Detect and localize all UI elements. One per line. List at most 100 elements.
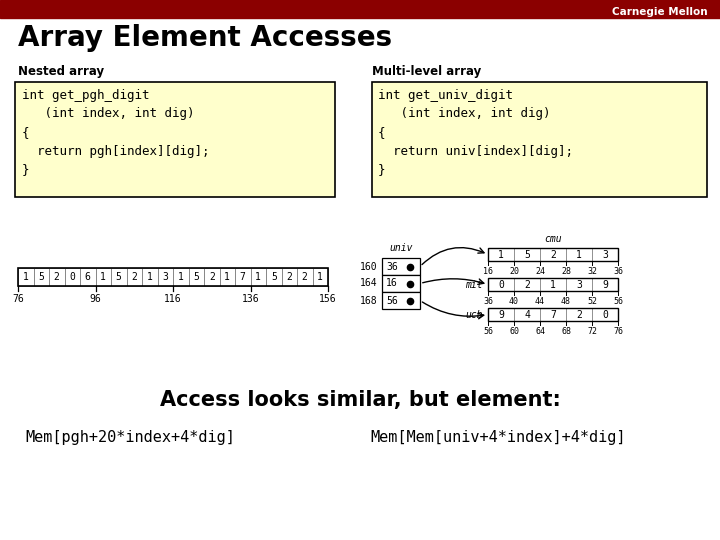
- Bar: [592, 308, 618, 321]
- Bar: [382, 258, 420, 275]
- Bar: [312, 268, 328, 286]
- Text: 72: 72: [587, 327, 597, 336]
- Text: 44: 44: [535, 297, 545, 306]
- Bar: [297, 268, 312, 286]
- Text: 5: 5: [271, 272, 276, 282]
- Text: 1: 1: [147, 272, 153, 282]
- Bar: [0, 0, 720, 18]
- Text: cmu: cmu: [544, 234, 562, 244]
- Text: 0: 0: [498, 280, 504, 289]
- Text: Array Element Accesses: Array Element Accesses: [18, 24, 392, 52]
- Text: 48: 48: [561, 297, 571, 306]
- Bar: [220, 268, 235, 286]
- Text: 7: 7: [240, 272, 246, 282]
- Bar: [18, 268, 34, 286]
- Text: 36: 36: [613, 267, 623, 276]
- Text: 40: 40: [509, 297, 519, 306]
- Text: 2: 2: [54, 272, 60, 282]
- Text: 9: 9: [498, 309, 504, 320]
- Bar: [382, 292, 420, 309]
- Text: 5: 5: [524, 249, 530, 260]
- Bar: [266, 268, 282, 286]
- Text: 1: 1: [178, 272, 184, 282]
- Text: Nested array: Nested array: [18, 65, 104, 78]
- Text: 2: 2: [209, 272, 215, 282]
- FancyBboxPatch shape: [372, 82, 707, 197]
- Text: 5: 5: [38, 272, 44, 282]
- Bar: [96, 268, 111, 286]
- Bar: [18, 268, 328, 286]
- Text: 7: 7: [550, 309, 556, 320]
- Text: 1: 1: [23, 272, 29, 282]
- Text: 56: 56: [613, 297, 623, 306]
- Text: 0: 0: [69, 272, 75, 282]
- Bar: [80, 268, 96, 286]
- Bar: [488, 308, 618, 321]
- Bar: [566, 278, 592, 291]
- Text: 1: 1: [498, 249, 504, 260]
- Text: 5: 5: [193, 272, 199, 282]
- Text: 16: 16: [386, 279, 398, 288]
- Text: 1: 1: [225, 272, 230, 282]
- Bar: [488, 308, 514, 321]
- Text: 5: 5: [116, 272, 122, 282]
- Text: Carnegie Mellon: Carnegie Mellon: [613, 7, 708, 17]
- Text: 3: 3: [162, 272, 168, 282]
- Text: 160: 160: [359, 261, 377, 272]
- Bar: [127, 268, 142, 286]
- Text: 3: 3: [602, 249, 608, 260]
- Bar: [592, 278, 618, 291]
- Text: 2: 2: [131, 272, 138, 282]
- Bar: [251, 268, 266, 286]
- Text: 136: 136: [242, 294, 259, 304]
- Text: 6: 6: [85, 272, 91, 282]
- Text: 28: 28: [561, 267, 571, 276]
- Bar: [566, 248, 592, 261]
- Bar: [142, 268, 158, 286]
- Bar: [540, 248, 566, 261]
- Text: 96: 96: [89, 294, 102, 304]
- Text: mit: mit: [465, 280, 483, 289]
- Text: 36: 36: [483, 297, 493, 306]
- Text: 52: 52: [587, 297, 597, 306]
- Bar: [514, 308, 540, 321]
- Text: 116: 116: [164, 294, 182, 304]
- Bar: [488, 278, 618, 291]
- Text: 68: 68: [561, 327, 571, 336]
- Text: 16: 16: [483, 267, 493, 276]
- Bar: [158, 268, 173, 286]
- Text: 2: 2: [287, 272, 292, 282]
- Text: 9: 9: [602, 280, 608, 289]
- Text: 168: 168: [359, 295, 377, 306]
- Bar: [49, 268, 65, 286]
- Bar: [173, 268, 189, 286]
- Text: 1: 1: [100, 272, 106, 282]
- Text: int get_pgh_digit
   (int index, int dig)
{
  return pgh[index][dig];
}: int get_pgh_digit (int index, int dig) {…: [22, 89, 210, 176]
- Text: 56: 56: [483, 327, 493, 336]
- Text: 36: 36: [386, 261, 398, 272]
- Text: 1: 1: [576, 249, 582, 260]
- Bar: [488, 278, 514, 291]
- Text: 2: 2: [550, 249, 556, 260]
- Text: Mem[pgh+20*index+4*dig]: Mem[pgh+20*index+4*dig]: [25, 430, 235, 445]
- Text: 1: 1: [550, 280, 556, 289]
- Bar: [189, 268, 204, 286]
- Text: 156: 156: [319, 294, 337, 304]
- Text: 20: 20: [509, 267, 519, 276]
- Bar: [65, 268, 80, 286]
- Text: 0: 0: [602, 309, 608, 320]
- Bar: [514, 278, 540, 291]
- FancyBboxPatch shape: [15, 82, 335, 197]
- Text: 60: 60: [509, 327, 519, 336]
- Text: 4: 4: [524, 309, 530, 320]
- Text: 2: 2: [302, 272, 307, 282]
- Text: Multi-level array: Multi-level array: [372, 65, 481, 78]
- Bar: [488, 248, 618, 261]
- Text: int get_univ_digit
   (int index, int dig)
{
  return univ[index][dig];
}: int get_univ_digit (int index, int dig) …: [378, 89, 573, 176]
- Text: 1: 1: [256, 272, 261, 282]
- Text: Mem[Mem[univ+4*index]+4*dig]: Mem[Mem[univ+4*index]+4*dig]: [370, 430, 626, 445]
- Text: 56: 56: [386, 295, 398, 306]
- Text: 1: 1: [318, 272, 323, 282]
- Text: 32: 32: [587, 267, 597, 276]
- Bar: [540, 308, 566, 321]
